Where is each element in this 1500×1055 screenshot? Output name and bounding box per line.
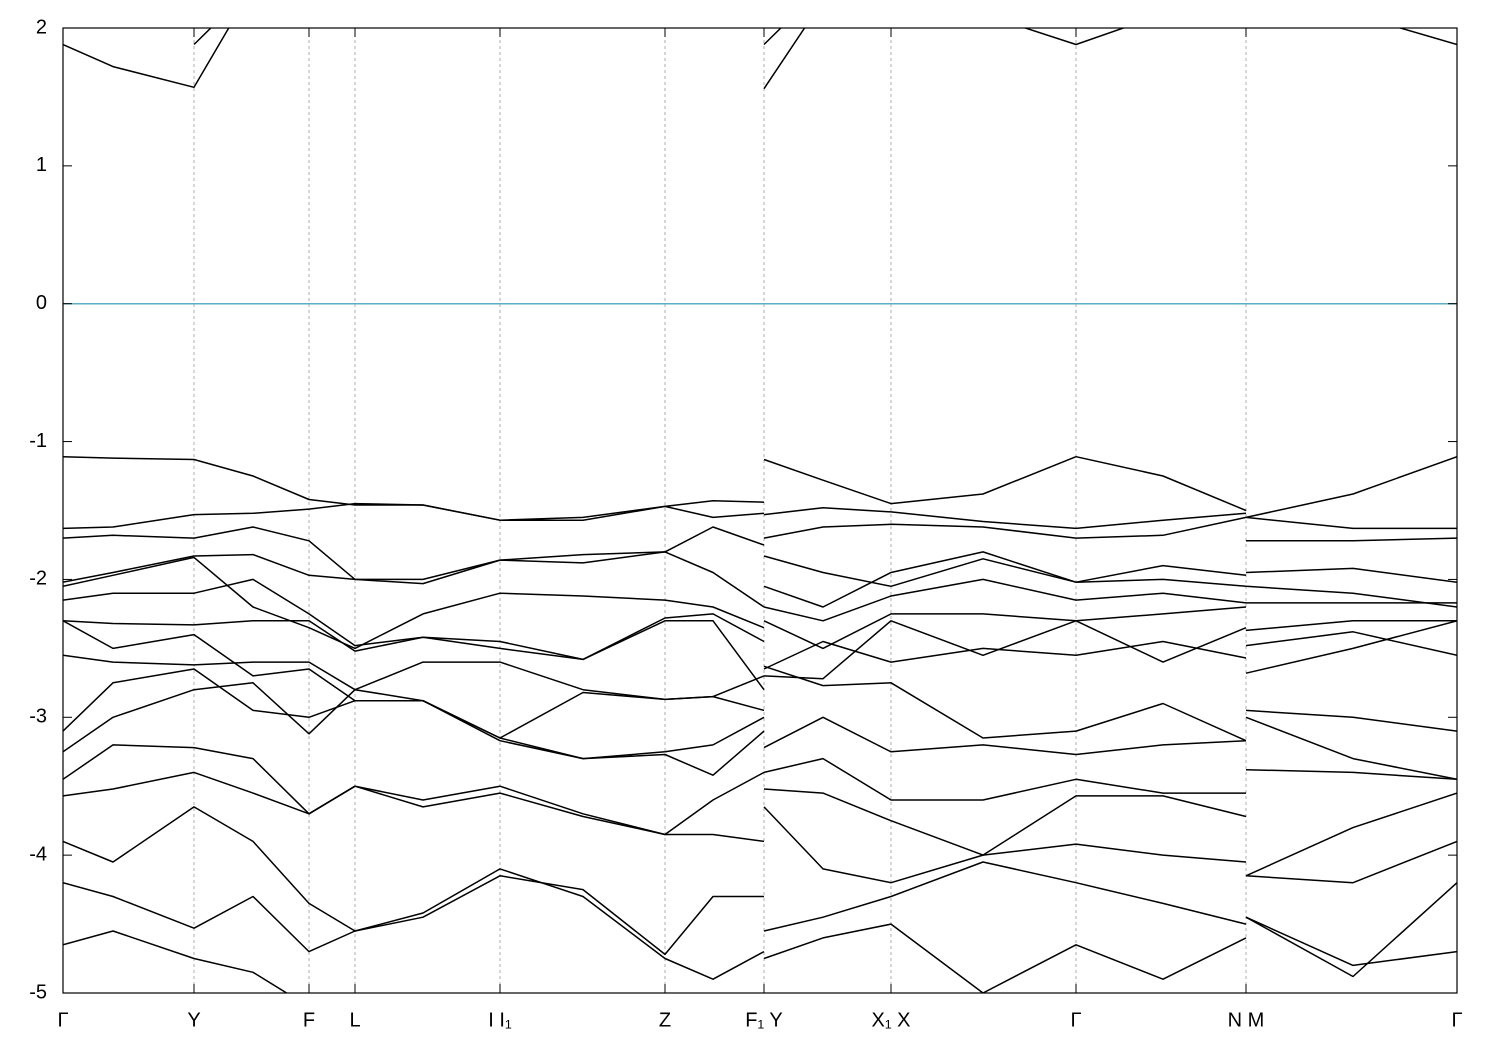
y-tick-label: -1 — [29, 430, 47, 452]
band-line — [63, 516, 1457, 585]
axes: -5 -4 -3 -2 -1 0 1 2 Γ Y F L I I₁ Z F₁ Y X₁ X Γ N M Γ — [29, 16, 1462, 1031]
x-tick-label: Z — [659, 1009, 671, 1031]
x-tick-label: Γ — [1070, 1009, 1081, 1031]
grid — [62, 28, 1458, 993]
x-tick-label: X₁ X — [872, 1009, 911, 1031]
band-line — [63, 28, 806, 90]
band-line — [63, 578, 1457, 691]
x-tick-label: I I₁ — [488, 1009, 512, 1031]
y-tick-label: -4 — [29, 843, 47, 865]
band-line — [63, 806, 1457, 956]
band-line — [63, 551, 1457, 608]
band-line — [63, 620, 1457, 739]
band-line — [63, 551, 1457, 650]
band-line — [63, 455, 1457, 521]
band-line — [63, 916, 1457, 993]
band-line — [63, 631, 1457, 701]
x-tick-label: F — [303, 1009, 315, 1031]
x-tick-label: F₁ Y — [745, 1009, 783, 1031]
band-line — [63, 502, 1457, 530]
band-line — [63, 665, 1457, 776]
y-tick-label: -3 — [29, 706, 47, 728]
x-tick-label: L — [349, 1009, 360, 1031]
x-tick-label: Γ — [1451, 1009, 1462, 1031]
y-tick-label: 2 — [36, 16, 47, 38]
x-tick-label: N M — [1228, 1009, 1265, 1031]
y-tick-label: 1 — [36, 154, 47, 176]
band-line — [63, 606, 1457, 661]
y-tick-label: -2 — [29, 568, 47, 590]
band-line — [63, 682, 1457, 781]
y-tick-label: -5 — [29, 981, 47, 1003]
band-line — [63, 744, 1457, 836]
band-line — [193, 28, 1457, 46]
y-tick-label: 0 — [36, 292, 47, 314]
band-line — [63, 771, 1457, 877]
x-tick-label: Γ — [57, 1009, 68, 1031]
plot-frame — [62, 27, 1458, 994]
band-line — [63, 861, 1457, 980]
x-tick-label: Y — [187, 1009, 200, 1031]
plot-area — [63, 28, 1457, 993]
